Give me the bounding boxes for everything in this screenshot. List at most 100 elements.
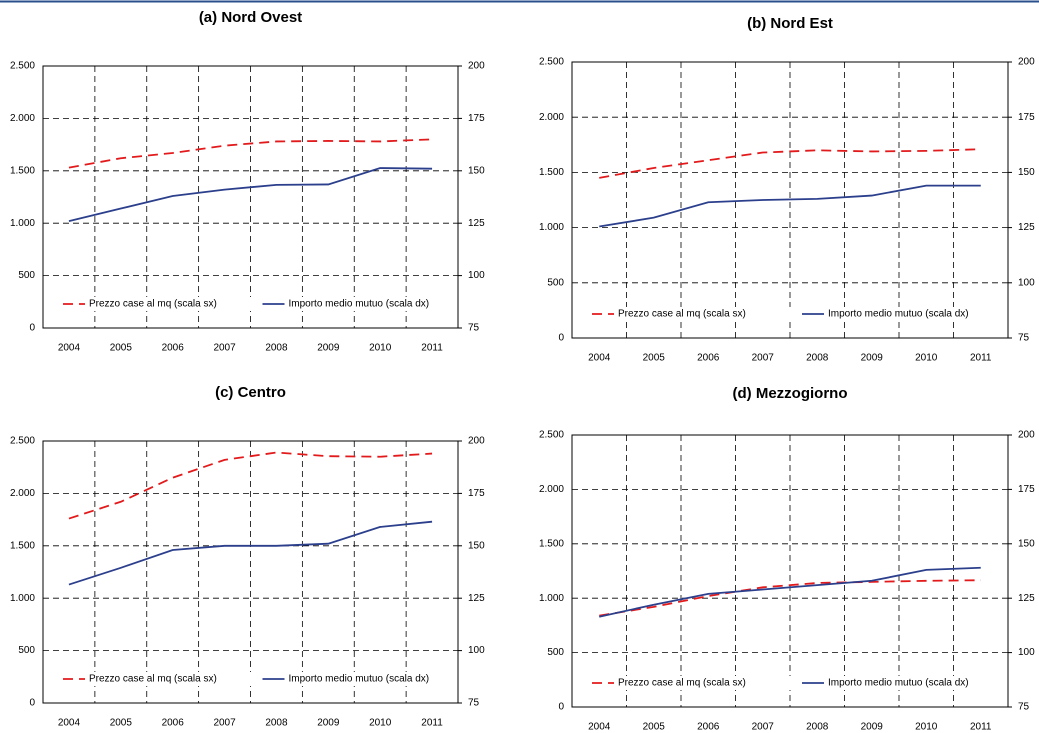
y2-tick-label: 200: [1018, 430, 1035, 441]
x-tick-label: 2006: [162, 718, 185, 729]
y2-tick-label: 125: [468, 593, 485, 604]
x-tick-label: 2011: [421, 718, 443, 729]
legend-label: Prezzo case al mq (scala sx): [89, 674, 217, 685]
y2-tick-label: 125: [1018, 593, 1035, 604]
legend-bg: [61, 672, 253, 686]
series-line: [599, 579, 981, 617]
x-tick-label: 2011: [970, 722, 992, 733]
legend-label: Prezzo case al mq (scala sx): [618, 678, 746, 689]
y2-tick-label: 175: [1018, 112, 1035, 123]
y2-tick-label: 75: [468, 323, 480, 334]
legend-bg: [61, 297, 253, 311]
y-tick-label: 1.000: [10, 218, 35, 229]
legend-bg: [590, 307, 792, 321]
y2-tick-label: 200: [468, 436, 485, 447]
y2-tick-label: 175: [1018, 484, 1035, 495]
y2-tick-label: 200: [468, 61, 485, 72]
legend-bg: [800, 307, 1002, 321]
x-tick-label: 2009: [861, 722, 884, 733]
chart-title: (c) Centro: [215, 384, 286, 401]
y2-tick-label: 75: [1018, 333, 1030, 344]
y-tick-label: 2.500: [539, 430, 564, 441]
plot-frame: [571, 61, 1009, 339]
series-line: [599, 566, 981, 618]
chart-title: (a) Nord Ovest: [199, 9, 302, 26]
y2-tick-label: 175: [468, 488, 485, 499]
legend-bg: [590, 676, 792, 690]
x-tick-label: 2007: [213, 343, 236, 354]
x-tick-label: 2007: [752, 353, 775, 364]
y-tick-label: 2.500: [10, 436, 35, 447]
series-line: [68, 167, 433, 222]
x-tick-label: 2011: [970, 353, 992, 364]
y2-tick-label: 150: [468, 540, 485, 551]
y2-tick-label: 150: [1018, 538, 1035, 549]
series-line: [599, 148, 981, 179]
y2-tick-label: 200: [1018, 57, 1035, 68]
y2-tick-label: 125: [468, 218, 485, 229]
legend-bg: [800, 676, 1002, 690]
y-tick-label: 1.500: [539, 167, 564, 178]
x-tick-label: 2004: [588, 722, 611, 733]
y2-tick-label: 175: [468, 113, 485, 124]
y-tick-label: 2.000: [539, 484, 564, 495]
y2-tick-label: 100: [468, 645, 485, 656]
x-tick-label: 2005: [110, 343, 133, 354]
y2-tick-label: 150: [1018, 167, 1035, 178]
chart-title: (b) Nord Est: [747, 15, 833, 32]
x-tick-label: 2004: [58, 343, 81, 354]
y-tick-label: 0: [29, 323, 35, 334]
y-tick-label: 1.500: [10, 165, 35, 176]
legend-label: Prezzo case al mq (scala sx): [618, 309, 746, 320]
legend-label: Importo medio mutuo (scala dx): [828, 309, 969, 320]
y-tick-label: 500: [547, 277, 564, 288]
x-tick-label: 2011: [421, 343, 443, 354]
y2-tick-label: 100: [468, 270, 485, 281]
y-tick-label: 2.500: [539, 57, 564, 68]
y2-tick-label: 100: [1018, 647, 1035, 658]
y-tick-label: 500: [18, 645, 35, 656]
y-tick-label: 0: [558, 702, 564, 713]
y-tick-label: 500: [547, 647, 564, 658]
y2-tick-label: 150: [468, 165, 485, 176]
x-tick-label: 2008: [265, 343, 288, 354]
y2-tick-label: 125: [1018, 222, 1035, 233]
plot-frame: [42, 440, 459, 704]
plot-frame: [42, 65, 459, 329]
legend-label: Importo medio mutuo (scala dx): [289, 299, 430, 310]
legend-label: Importo medio mutuo (scala dx): [289, 674, 430, 685]
x-tick-label: 2007: [752, 722, 775, 733]
x-tick-label: 2007: [213, 718, 236, 729]
x-tick-label: 2010: [915, 722, 938, 733]
y-tick-label: 2.500: [10, 61, 35, 72]
x-tick-label: 2004: [58, 718, 81, 729]
y2-tick-label: 75: [1018, 702, 1030, 713]
x-tick-label: 2008: [806, 353, 829, 364]
y-tick-label: 0: [558, 333, 564, 344]
x-tick-label: 2009: [861, 353, 884, 364]
series-line: [68, 520, 433, 586]
y-tick-label: 1.000: [10, 593, 35, 604]
y-tick-label: 2.000: [10, 488, 35, 499]
legend-bg: [260, 297, 452, 311]
y2-tick-label: 75: [468, 698, 480, 709]
y-tick-label: 500: [18, 270, 35, 281]
x-tick-label: 2010: [369, 343, 392, 354]
x-tick-label: 2005: [643, 722, 666, 733]
plot-frame: [571, 434, 1009, 708]
x-tick-label: 2008: [806, 722, 829, 733]
x-tick-label: 2006: [162, 343, 185, 354]
legend-label: Importo medio mutuo (scala dx): [828, 678, 969, 689]
x-tick-label: 2008: [265, 718, 288, 729]
y-tick-label: 0: [29, 698, 35, 709]
y-tick-label: 1.500: [539, 538, 564, 549]
x-tick-label: 2009: [317, 718, 340, 729]
y-tick-label: 1.000: [539, 222, 564, 233]
y-tick-label: 1.500: [10, 540, 35, 551]
series-line: [599, 184, 981, 228]
x-tick-label: 2004: [588, 353, 611, 364]
y2-tick-label: 100: [1018, 277, 1035, 288]
x-tick-label: 2010: [915, 353, 938, 364]
y-tick-label: 2.000: [539, 112, 564, 123]
